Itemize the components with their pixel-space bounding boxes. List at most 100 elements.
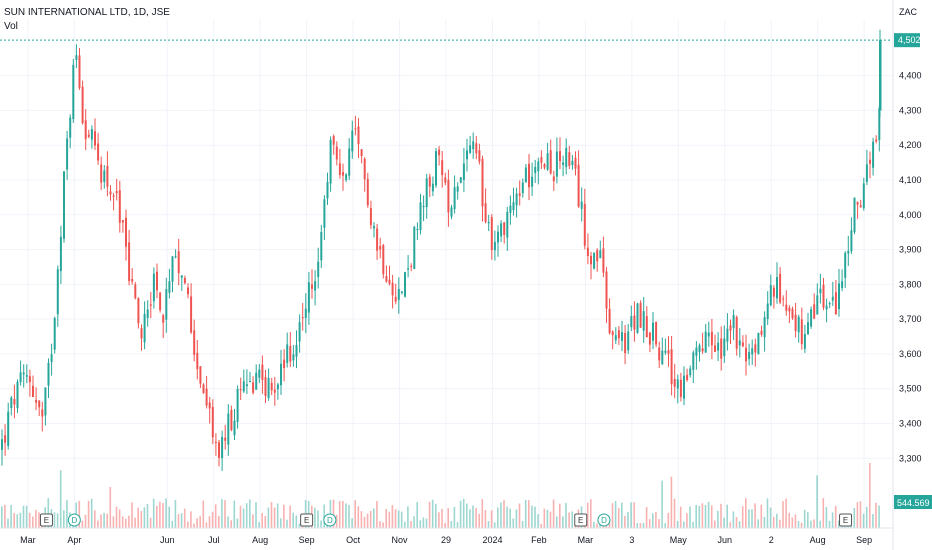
volume-bar <box>286 519 288 528</box>
candle-body <box>19 372 22 383</box>
volume-bar <box>233 500 236 528</box>
candle-body <box>757 332 760 355</box>
candle-body <box>447 179 450 213</box>
candle-body <box>84 120 87 140</box>
candle-body <box>602 248 605 273</box>
candle-body <box>633 315 636 330</box>
candle-body <box>441 160 444 176</box>
volume-bar <box>707 501 710 528</box>
candle-body <box>667 350 670 354</box>
candle-body <box>456 186 459 192</box>
candle-body <box>586 247 589 257</box>
earnings-marker[interactable]: E <box>300 513 314 527</box>
candle-body <box>673 378 676 387</box>
candle-body <box>729 325 732 331</box>
candle-body <box>187 287 189 295</box>
symbol-title: SUN INTERNATIONAL LTD, 1D, JSE <box>4 7 170 18</box>
candle-body <box>453 187 456 210</box>
candle-body <box>152 273 155 302</box>
volume-bar <box>94 510 96 528</box>
candle-body <box>816 295 819 315</box>
volume-bar <box>497 507 499 528</box>
candle-body <box>87 134 90 137</box>
candle-body <box>692 352 695 370</box>
candle-body <box>174 256 177 258</box>
candle-body <box>314 281 317 291</box>
volume-bar <box>140 511 143 528</box>
volume-bar <box>13 513 15 528</box>
volume-bar <box>788 512 790 528</box>
candle-body <box>121 220 124 223</box>
volume-bar <box>856 502 859 528</box>
volume-bar <box>673 498 676 528</box>
volume-bar <box>410 521 412 528</box>
volume-bar <box>540 523 542 528</box>
volume-bar <box>769 507 772 528</box>
volume-bar <box>357 506 360 528</box>
volume-bar <box>314 507 316 528</box>
volume-bar <box>667 512 670 528</box>
candle-body <box>239 389 242 391</box>
candle-body <box>379 246 382 250</box>
volume-bar <box>345 503 347 528</box>
candle-body <box>205 388 208 406</box>
volume-bar <box>193 523 195 528</box>
volume-bar <box>549 511 552 528</box>
candle-body <box>382 245 385 275</box>
dividend-marker[interactable]: D <box>67 513 81 527</box>
dividend-marker[interactable]: D <box>597 513 611 527</box>
earnings-marker[interactable]: E <box>574 513 588 527</box>
volume-bar <box>177 514 180 528</box>
candle-body <box>701 348 704 352</box>
candle-body <box>7 411 10 446</box>
candle-body <box>273 389 276 393</box>
time-tick-label: Feb <box>531 535 547 545</box>
earnings-marker[interactable]: E <box>39 513 53 527</box>
volume-bar <box>853 508 856 528</box>
candle-body <box>825 305 828 310</box>
candle-body <box>156 271 158 291</box>
volume-bar <box>459 500 462 528</box>
volume-bar <box>636 523 639 528</box>
candle-body <box>732 315 735 329</box>
volume-bar <box>617 508 620 528</box>
volume-bar <box>552 499 555 528</box>
candle-body <box>134 284 137 299</box>
volume-bar <box>292 512 294 528</box>
candle-body <box>865 164 868 182</box>
price-tick-labels: 3,300 3,400 3,500 3,600 3,700 3,800 3,900 4,000… <box>899 71 922 464</box>
volume-bar <box>407 506 409 528</box>
candle-body <box>22 372 25 375</box>
candle-body <box>841 281 844 289</box>
volume-bar <box>453 506 456 528</box>
candle-body <box>10 397 13 409</box>
volume-bar <box>695 504 697 528</box>
candle-body <box>245 384 248 387</box>
volume-bar <box>568 512 570 528</box>
candle-body <box>78 55 81 88</box>
candle-body <box>75 55 78 60</box>
volume-bar <box>794 514 797 528</box>
volume-bar <box>431 499 434 528</box>
volume-bar <box>757 519 759 528</box>
candle-body <box>537 161 540 172</box>
earnings-marker[interactable]: E <box>839 513 853 527</box>
volume-bar <box>205 522 208 528</box>
price-tick-label: 3,500 <box>899 384 922 394</box>
volume-bar <box>872 514 874 528</box>
volume-bar <box>493 522 496 528</box>
volume-bar <box>10 504 12 528</box>
volume-bar <box>692 521 694 528</box>
volume-bar <box>224 500 226 528</box>
candle-body <box>621 332 623 341</box>
candle-body <box>208 402 211 409</box>
dividend-marker[interactable]: D <box>323 513 337 527</box>
volume-bar <box>379 521 381 528</box>
volume-bar <box>391 505 394 528</box>
candle-body <box>109 191 112 195</box>
candle-body <box>546 153 549 170</box>
volume-bar <box>106 513 108 528</box>
volume-bar <box>621 502 623 528</box>
candle-body <box>611 331 614 336</box>
